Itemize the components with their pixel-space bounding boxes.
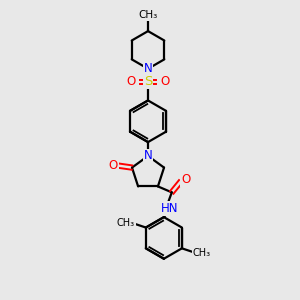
Text: O: O xyxy=(181,173,190,186)
Text: CH₃: CH₃ xyxy=(117,218,135,228)
Text: S: S xyxy=(144,75,152,88)
Text: CH₃: CH₃ xyxy=(193,248,211,258)
Text: O: O xyxy=(127,75,136,88)
Text: O: O xyxy=(160,75,170,88)
Text: O: O xyxy=(109,159,118,172)
Text: N: N xyxy=(144,62,152,75)
Text: N: N xyxy=(144,149,152,162)
Text: HN: HN xyxy=(161,202,178,215)
Text: CH₃: CH₃ xyxy=(138,10,158,20)
